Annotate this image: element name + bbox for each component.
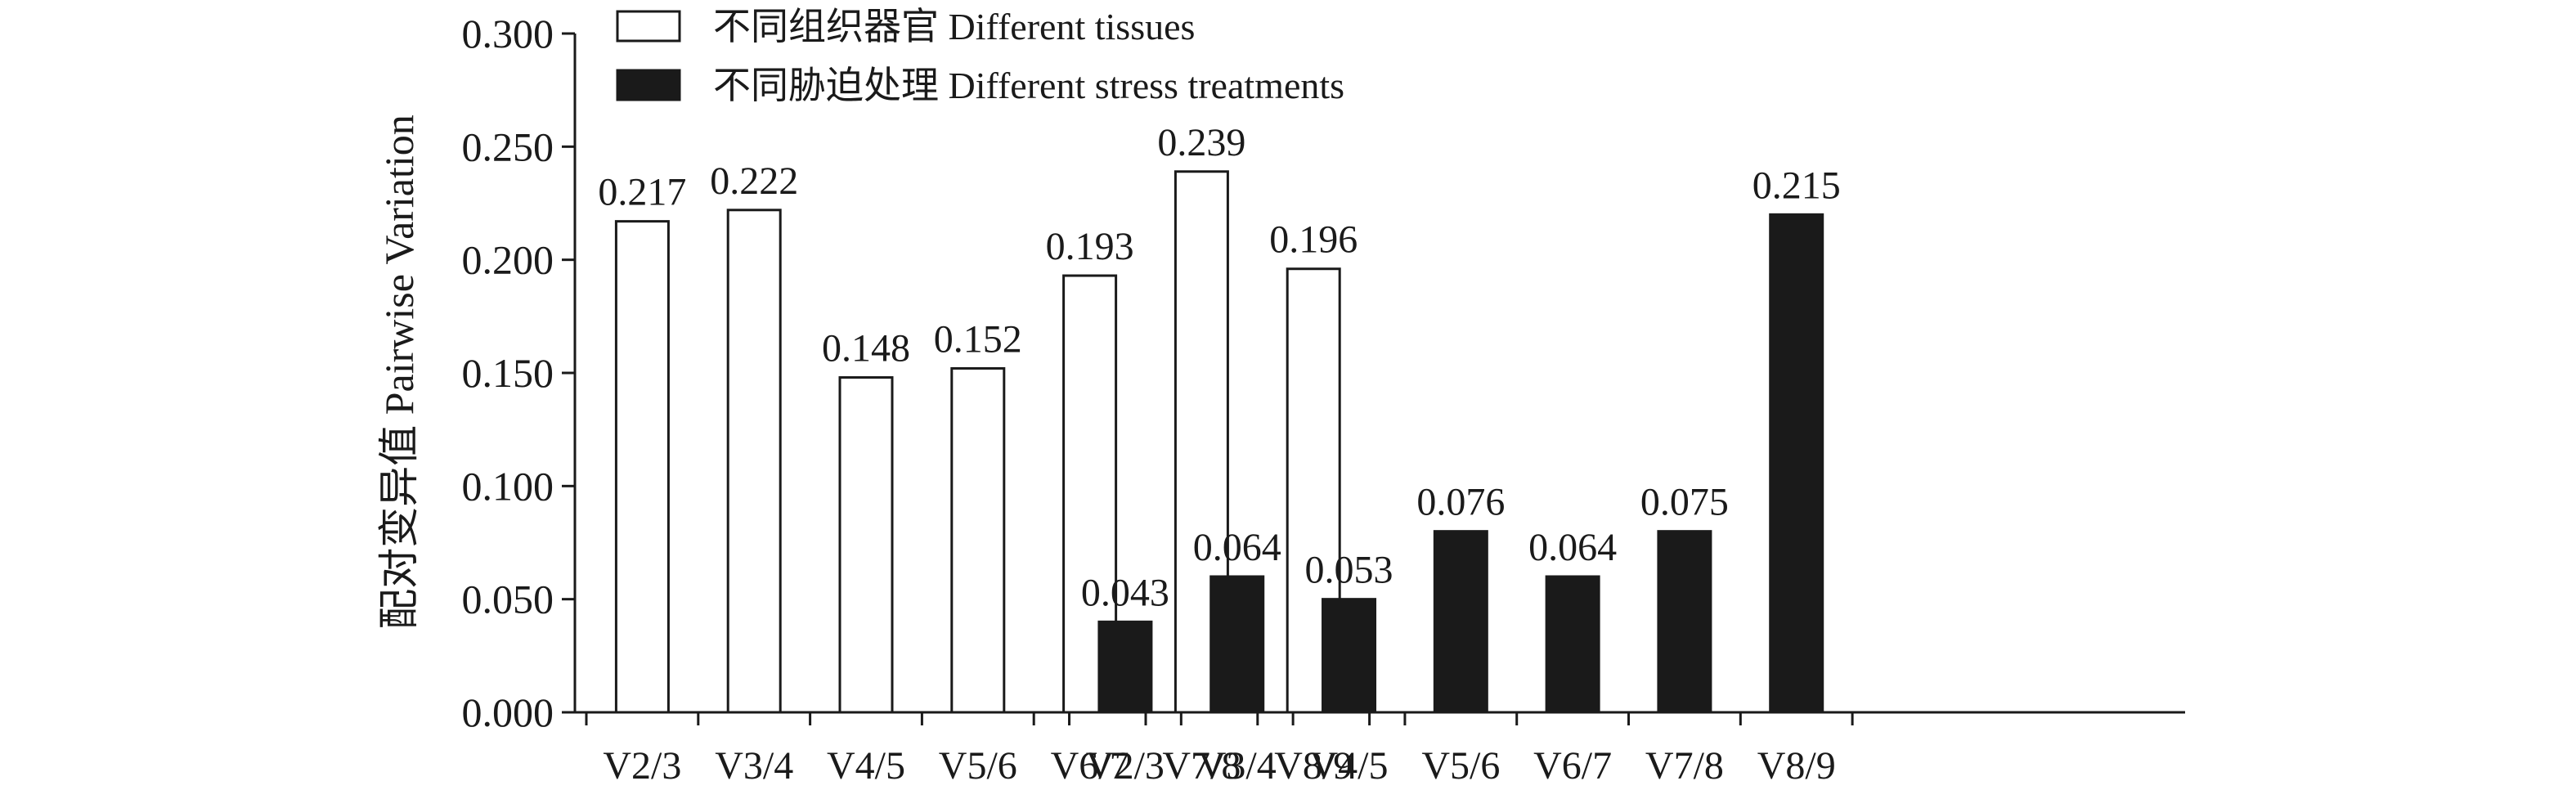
x-tick-label: V4/5 bbox=[827, 744, 905, 788]
bar bbox=[950, 366, 1006, 714]
legend-swatch-tissues bbox=[616, 10, 681, 43]
bar bbox=[1657, 530, 1712, 714]
legend-label-tissues: 不同组织器官 Different tissues bbox=[713, 6, 1195, 47]
x-tick-label: V5/6 bbox=[939, 744, 1017, 788]
y-tick-label: 0.150 bbox=[462, 350, 554, 396]
bar bbox=[726, 209, 782, 714]
data-label: 0.043 bbox=[1081, 571, 1169, 614]
data-label: 0.076 bbox=[1416, 481, 1505, 524]
x-tick-label: V3/4 bbox=[1198, 744, 1277, 788]
x-tick-label: V4/5 bbox=[1310, 744, 1389, 788]
y-axis: 0.000 0.050 0.100 0.150 0.200 0.250 0.300 bbox=[462, 11, 577, 735]
x-tick-label: V6/7 bbox=[1051, 744, 1129, 788]
data-label: 0.075 bbox=[1640, 481, 1729, 524]
x-axis: V2/3 V3/4 V4/5 V5/6 V6/7 V7/8 V8/9 V2/3 V3/4 V4/5… bbox=[575, 711, 2185, 788]
data-label: 0.064 bbox=[1193, 526, 1281, 569]
bar bbox=[1097, 620, 1153, 714]
legend-swatch-stress bbox=[616, 69, 681, 101]
data-label: 0.222 bbox=[710, 159, 798, 203]
legend-label-stress: 不同胁迫处理 Different stress treatments bbox=[713, 65, 1344, 106]
x-tick-label: V2/3 bbox=[603, 744, 681, 788]
x-tick-label: V5/6 bbox=[1421, 744, 1500, 788]
bar bbox=[1433, 530, 1488, 714]
y-tick-label: 0.000 bbox=[462, 689, 554, 735]
x-tick-label: V6/7 bbox=[1533, 744, 1612, 788]
data-label: 0.239 bbox=[1157, 121, 1245, 164]
y-tick-label: 0.300 bbox=[462, 11, 554, 56]
x-tick-label: V2/3 bbox=[1086, 744, 1165, 788]
data-label: 0.152 bbox=[934, 317, 1022, 361]
data-label: 0.196 bbox=[1269, 218, 1358, 262]
x-tick-label: V7/8 bbox=[1645, 744, 1724, 788]
bar bbox=[614, 220, 670, 714]
y-tick-label: 0.050 bbox=[462, 577, 554, 622]
y-tick-label: 0.100 bbox=[462, 463, 554, 509]
x-tick-label: V8/9 bbox=[1274, 744, 1353, 788]
data-label: 0.215 bbox=[1752, 164, 1841, 207]
x-tick-label: V7/8 bbox=[1162, 744, 1241, 788]
bar bbox=[1322, 598, 1377, 714]
x-tick-label: V3/4 bbox=[715, 744, 793, 788]
data-label: 0.053 bbox=[1305, 549, 1393, 592]
data-label: 0.064 bbox=[1528, 526, 1617, 569]
bars: 0.217 0.222 0.148 0.152 0.193 0.239 0.196 0.043… bbox=[598, 121, 1841, 714]
x-tick-label: V8/9 bbox=[1757, 744, 1836, 788]
bar bbox=[1545, 575, 1600, 714]
bar bbox=[838, 376, 894, 714]
bar bbox=[1769, 213, 1824, 714]
legend: 不同组织器官 Different tissues 不同胁迫处理 Differen… bbox=[616, 6, 1344, 106]
data-label: 0.217 bbox=[598, 171, 686, 214]
y-axis-title: 配对变异值 Pairwise Variation bbox=[376, 114, 422, 630]
y-tick-label: 0.200 bbox=[462, 237, 554, 283]
y-tick-label: 0.250 bbox=[462, 123, 554, 169]
data-label: 0.148 bbox=[822, 327, 910, 370]
bar bbox=[1209, 575, 1265, 714]
data-label: 0.193 bbox=[1046, 225, 1134, 268]
